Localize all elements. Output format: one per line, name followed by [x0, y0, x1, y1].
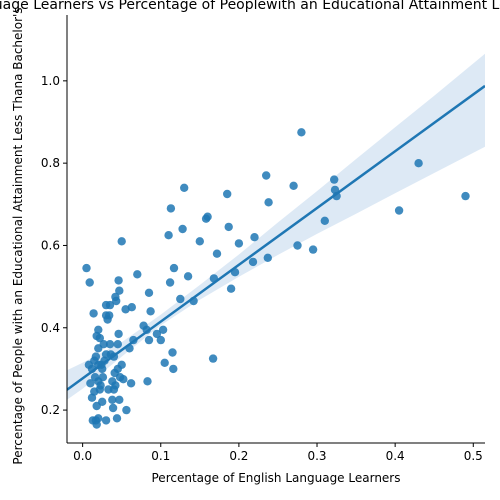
data-point: [101, 416, 111, 425]
data-point: [114, 329, 123, 339]
data-point: [112, 414, 122, 423]
data-point: [297, 128, 306, 137]
x-tick-label: 0.4: [386, 449, 405, 463]
x-tick-label: 0.3: [307, 449, 326, 463]
x-tick-label: 0.1: [151, 449, 170, 463]
data-point: [146, 307, 155, 316]
data-point: [180, 183, 189, 192]
data-point: [82, 263, 91, 273]
data-point: [115, 395, 124, 404]
data-point: [164, 231, 173, 240]
data-point: [156, 335, 165, 345]
data-point: [160, 358, 169, 367]
x-tick-label: 0.0: [73, 449, 92, 463]
data-point: [264, 198, 273, 207]
data-point: [105, 340, 115, 349]
data-point: [126, 379, 136, 388]
data-point: [320, 216, 329, 225]
data-point: [98, 397, 107, 406]
data-point: [168, 348, 177, 357]
data-point: [461, 191, 470, 201]
data-point: [250, 233, 259, 242]
y-tick-label: 0.4: [41, 321, 60, 335]
x-tick-label: 0.5: [464, 449, 483, 463]
data-point: [94, 325, 103, 334]
data-point: [178, 224, 187, 234]
data-point: [117, 237, 126, 246]
data-point: [166, 204, 176, 213]
data-point: [117, 360, 126, 369]
data-point: [115, 286, 124, 295]
data-point: [169, 364, 178, 374]
data-point: [234, 239, 244, 248]
plot-area: [67, 53, 485, 429]
data-point: [223, 189, 232, 199]
data-point: [99, 340, 108, 349]
data-point: [105, 300, 115, 310]
data-point: [203, 212, 212, 221]
data-point: [85, 278, 94, 287]
y-axis-label: Percentage of People with an Educational…: [11, 7, 25, 464]
data-point: [293, 241, 302, 250]
data-point: [114, 276, 123, 285]
chart-title: English Language Learners vs Percentage …: [0, 0, 500, 13]
data-point: [119, 375, 128, 384]
x-axis-label: Percentage of English Language Learners: [152, 471, 401, 485]
data-point: [169, 263, 179, 273]
data-point: [113, 340, 123, 349]
data-point: [89, 309, 98, 318]
data-point: [330, 175, 339, 184]
data-point: [86, 379, 95, 388]
data-point: [158, 325, 168, 334]
data-point: [226, 284, 236, 293]
data-point: [96, 381, 105, 390]
data-point: [176, 294, 185, 304]
data-point: [208, 354, 218, 363]
data-point: [289, 181, 298, 190]
data-point: [262, 171, 271, 180]
data-point: [248, 257, 258, 267]
data-point: [105, 311, 114, 320]
y-tick-label: 0.8: [41, 156, 60, 170]
data-point: [414, 159, 423, 168]
data-point: [91, 352, 101, 361]
data-point: [144, 335, 154, 345]
data-point: [195, 237, 204, 246]
data-point: [224, 222, 233, 232]
y-tick-label: 0.2: [41, 403, 60, 417]
data-point: [263, 253, 272, 262]
x-axis: 0.0 0.1 0.2 0.3 0.4 0.5: [67, 442, 485, 463]
y-tick-label: 1.0: [41, 74, 60, 88]
data-point: [111, 381, 120, 390]
data-point: [127, 303, 136, 312]
data-point: [95, 333, 105, 343]
y-axis: 0.2 0.4 0.6 0.8 1.0: [41, 15, 68, 443]
data-point: [108, 403, 118, 413]
data-point: [133, 270, 142, 279]
y-tick-label: 0.6: [41, 238, 60, 252]
data-point: [98, 373, 108, 382]
data-point: [308, 245, 318, 254]
data-point: [183, 272, 193, 281]
data-point: [152, 329, 162, 339]
regression-line: [67, 84, 485, 391]
data-point: [122, 405, 131, 415]
data-point: [165, 278, 175, 287]
data-point: [212, 249, 222, 258]
data-point: [108, 395, 117, 404]
data-point: [394, 206, 404, 215]
x-tick-label: 0.2: [229, 449, 248, 463]
data-point: [94, 414, 103, 423]
data-point: [143, 377, 152, 386]
data-point: [112, 296, 121, 306]
data-point: [144, 288, 154, 297]
